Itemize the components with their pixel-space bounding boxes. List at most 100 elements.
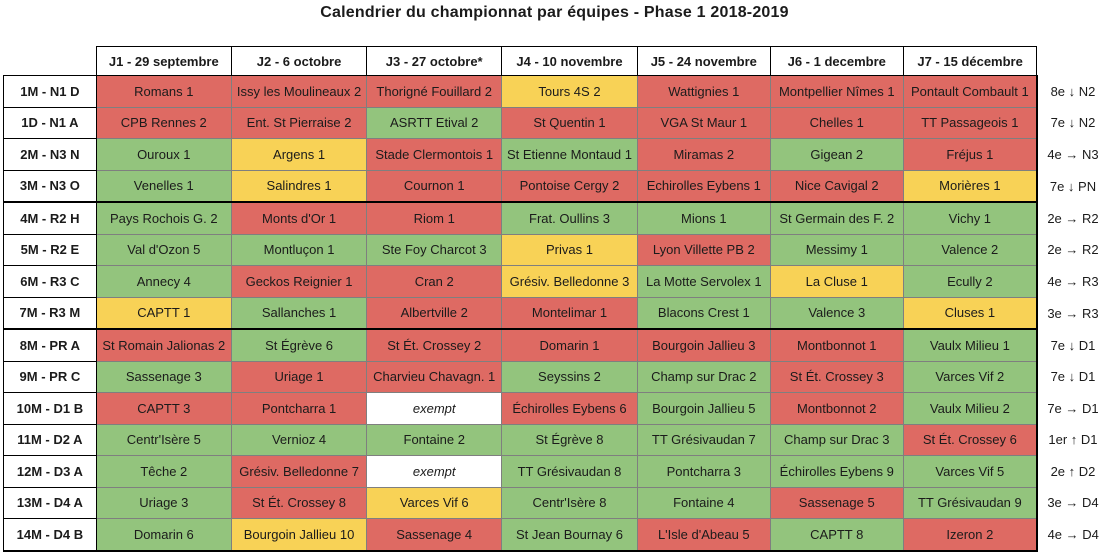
match-cell: Champ sur Drac 2 <box>636 360 771 393</box>
match-cell: exempt <box>366 455 503 488</box>
table-row: 13M - D4 A Uriage 3 St Ét. Crossey 8 Varces… <box>3 486 1109 519</box>
match-cell: St Etienne Montaud 1 <box>501 138 638 171</box>
row-label: 7M - R3 M <box>3 296 97 330</box>
match-cell: Varces Vif 2 <box>902 360 1038 393</box>
match-cell: Bourgoin Jallieu 3 <box>636 328 771 362</box>
match-cell: Cluses 1 <box>902 296 1038 330</box>
match-cell: Ecully 2 <box>902 265 1038 298</box>
match-cell: L'Isle d'Abeau 5 <box>636 518 771 552</box>
match-cell: CAPTT 3 <box>95 392 232 425</box>
match-cell: TT Passageois 1 <box>902 106 1038 139</box>
table-row: 11M - D2 A Centr'Isère 5 Vernioz 4 Fontaine… <box>3 423 1109 456</box>
match-cell: Morières 1 <box>902 169 1038 203</box>
table-row: 14M - D4 B Domarin 6 Bourgoin Jallieu 10 Sa… <box>3 518 1109 552</box>
table-row: 7M - R3 M CAPTT 1 Sallanches 1 Albertville … <box>3 296 1109 330</box>
table-row: 4M - R2 H Pays Rochois G. 2 Monts d'Or 1 Ri… <box>3 201 1109 235</box>
column-header-j1: J1 - 29 septembre <box>95 46 232 76</box>
match-cell: CAPTT 8 <box>769 518 904 552</box>
row-label: 8M - PR A <box>3 328 97 362</box>
match-cell: Pontault Combault 1 <box>902 75 1038 108</box>
match-cell: Fontaine 2 <box>366 423 503 456</box>
match-cell: Izeron 2 <box>902 518 1038 552</box>
table-row: 1M - N1 D Romans 1 Issy les Moulineaux 2 Th… <box>3 75 1109 108</box>
match-cell: Issy les Moulineaux 2 <box>230 75 368 108</box>
match-cell: Grésiv. Belledonne 3 <box>501 265 638 298</box>
match-cell: St Ét. Crossey 3 <box>769 360 904 393</box>
match-cell: Blacons Crest 1 <box>636 296 771 330</box>
column-header-j3: J3 - 27 octobre* <box>366 46 503 76</box>
match-cell: Mions 1 <box>636 201 771 235</box>
column-header-j6: J6 - 1 decembre <box>769 46 904 76</box>
match-cell: Riom 1 <box>366 201 503 235</box>
match-cell: Échirolles Eybens 9 <box>769 455 904 488</box>
row-result: 7e ↓ N2 <box>1050 115 1096 131</box>
match-cell: La Motte Servolex 1 <box>636 265 771 298</box>
match-cell: Pays Rochois G. 2 <box>95 201 232 235</box>
match-cell: ASRTT Etival 2 <box>366 106 503 139</box>
match-cell: TT Grésivaudan 7 <box>636 423 771 456</box>
match-cell: Domarin 6 <box>95 518 232 552</box>
match-cell: Ent. St Pierraise 2 <box>230 106 368 139</box>
match-cell: Montpellier Nîmes 1 <box>769 75 904 108</box>
match-cell: La Cluse 1 <box>769 265 904 298</box>
corner-cell <box>4 47 97 76</box>
match-cell: Echirolles Eybens 1 <box>636 169 771 203</box>
match-cell: Uriage 3 <box>95 486 232 519</box>
match-cell: Fréjus 1 <box>902 138 1038 171</box>
match-cell: VGA St Maur 1 <box>636 106 771 139</box>
match-cell: Grésiv. Belledonne 7 <box>230 455 368 488</box>
match-cell: Argens 1 <box>230 138 368 171</box>
row-label: 2M - N3 N <box>3 138 97 171</box>
match-cell: St Jean Bournay 6 <box>501 518 638 552</box>
row-label: 14M - D4 B <box>3 518 97 552</box>
match-cell: Sassenage 5 <box>769 486 904 519</box>
calendar-table-wrap: J1 - 29 septembre J2 - 6 octobre J3 - 27 o… <box>3 46 1109 552</box>
match-cell: Sallanches 1 <box>230 296 368 330</box>
row-result: 4e → R3 <box>1047 273 1099 289</box>
row-result: 7e ↓ D1 <box>1050 369 1096 385</box>
match-cell: Valence 2 <box>902 233 1038 266</box>
match-cell: Domarin 1 <box>501 328 638 362</box>
match-cell: Varces Vif 5 <box>902 455 1038 488</box>
match-cell: Annecy 4 <box>95 265 232 298</box>
match-cell: Chelles 1 <box>769 106 904 139</box>
match-cell: Messimy 1 <box>769 233 904 266</box>
match-cell: TT Grésivaudan 9 <box>902 486 1038 519</box>
row-result: 3e → R3 <box>1047 305 1099 321</box>
match-cell: Uriage 1 <box>230 360 368 393</box>
match-cell: Miramas 2 <box>636 138 771 171</box>
column-header-j4: J4 - 10 novembre <box>501 46 638 76</box>
match-cell: St Romain Jalionas 2 <box>95 328 232 362</box>
row-result: 4e → N3 <box>1047 146 1099 162</box>
table-row: 9M - PR C Sassenage 3 Uriage 1 Charvieu Cha… <box>3 360 1109 393</box>
match-cell: Vernioz 4 <box>230 423 368 456</box>
match-cell: exempt <box>366 392 503 425</box>
match-cell: Gigean 2 <box>769 138 904 171</box>
match-cell: Sassenage 4 <box>366 518 503 552</box>
match-cell: Bourgoin Jallieu 5 <box>636 392 771 425</box>
match-cell: Salindres 1 <box>230 169 368 203</box>
row-label: 10M - D1 B <box>3 392 97 425</box>
match-cell: CPB Rennes 2 <box>95 106 232 139</box>
row-result: 4e → D4 <box>1047 527 1099 542</box>
row-result: 1er ↑ D1 <box>1048 432 1098 448</box>
column-header-j2: J2 - 6 octobre <box>230 46 368 76</box>
match-cell: Sassenage 3 <box>95 360 232 393</box>
row-label: 12M - D3 A <box>3 455 97 488</box>
match-cell: TT Grésivaudan 8 <box>501 455 638 488</box>
page-title: Calendrier du championnat par équipes - … <box>320 4 789 21</box>
match-cell: Montbonnot 1 <box>769 328 904 362</box>
match-cell: Stade Clermontois 1 <box>366 138 503 171</box>
calendar-table-body: 1M - N1 D Romans 1 Issy les Moulineaux 2 Th… <box>3 75 1109 552</box>
table-row: 10M - D1 B CAPTT 3 Pontcharra 1 exempt Échir… <box>3 392 1109 425</box>
match-cell: Valence 3 <box>769 296 904 330</box>
row-result: 2e → R2 <box>1047 210 1099 226</box>
calendar-table-header: J1 - 29 septembre J2 - 6 octobre J3 - 27 o… <box>4 46 1109 76</box>
match-cell: Pontcharra 1 <box>230 392 368 425</box>
row-result: 7e ↓ PN <box>1049 178 1097 194</box>
match-cell: Cournon 1 <box>366 169 503 203</box>
table-row: 1D - N1 A CPB Rennes 2 Ent. St Pierraise 2… <box>3 106 1109 139</box>
row-label: 9M - PR C <box>3 360 97 393</box>
match-cell: Wattignies 1 <box>636 75 771 108</box>
